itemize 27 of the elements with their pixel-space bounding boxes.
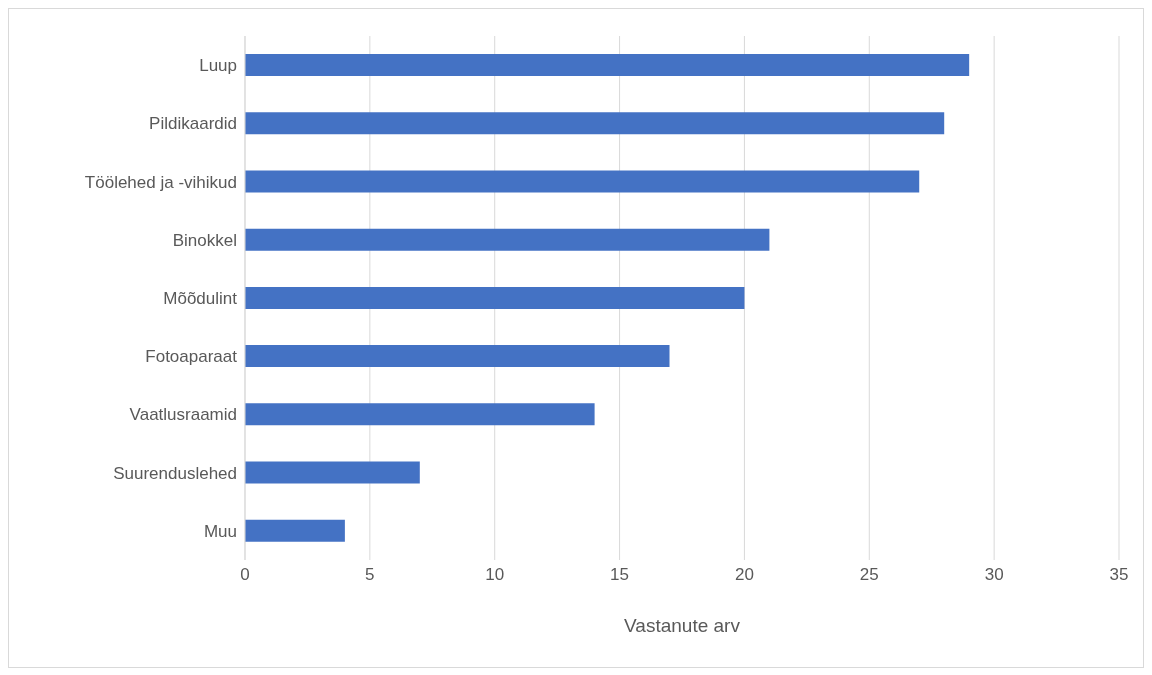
bar	[245, 403, 595, 426]
bar	[245, 345, 670, 368]
y-tick-label: Töölehed ja -vihikud	[84, 172, 237, 192]
bar	[245, 54, 970, 76]
bar	[245, 461, 420, 484]
x-tick-label: 25	[859, 565, 879, 585]
y-tick-label: Binokkel	[172, 230, 237, 250]
y-tick-label: Mõõdulint	[163, 289, 238, 309]
x-tick-label: 30	[984, 565, 1004, 585]
x-tick-label: 20	[734, 565, 754, 585]
x-tick-label: 15	[610, 565, 630, 585]
bar	[245, 170, 920, 193]
bar	[245, 228, 770, 251]
x-axis-title: Vastanute arv	[624, 615, 741, 636]
x-tick-label: 5	[365, 565, 375, 585]
y-tick-label: Muu	[203, 521, 237, 541]
y-tick-label: Suurenduslehed	[113, 463, 237, 483]
y-tick-label: Luup	[199, 56, 237, 76]
bar	[245, 286, 745, 309]
bar	[245, 112, 945, 135]
y-tick-label: Pildikaardid	[149, 114, 237, 134]
y-tick-label: Vaatlusraamid	[129, 405, 237, 425]
x-tick-label: 0	[240, 565, 250, 585]
y-tick-label: Fotoaparaat	[145, 347, 238, 367]
x-tick-label: 35	[1109, 565, 1129, 585]
x-tick-label: 10	[485, 565, 505, 585]
bar	[245, 519, 345, 542]
